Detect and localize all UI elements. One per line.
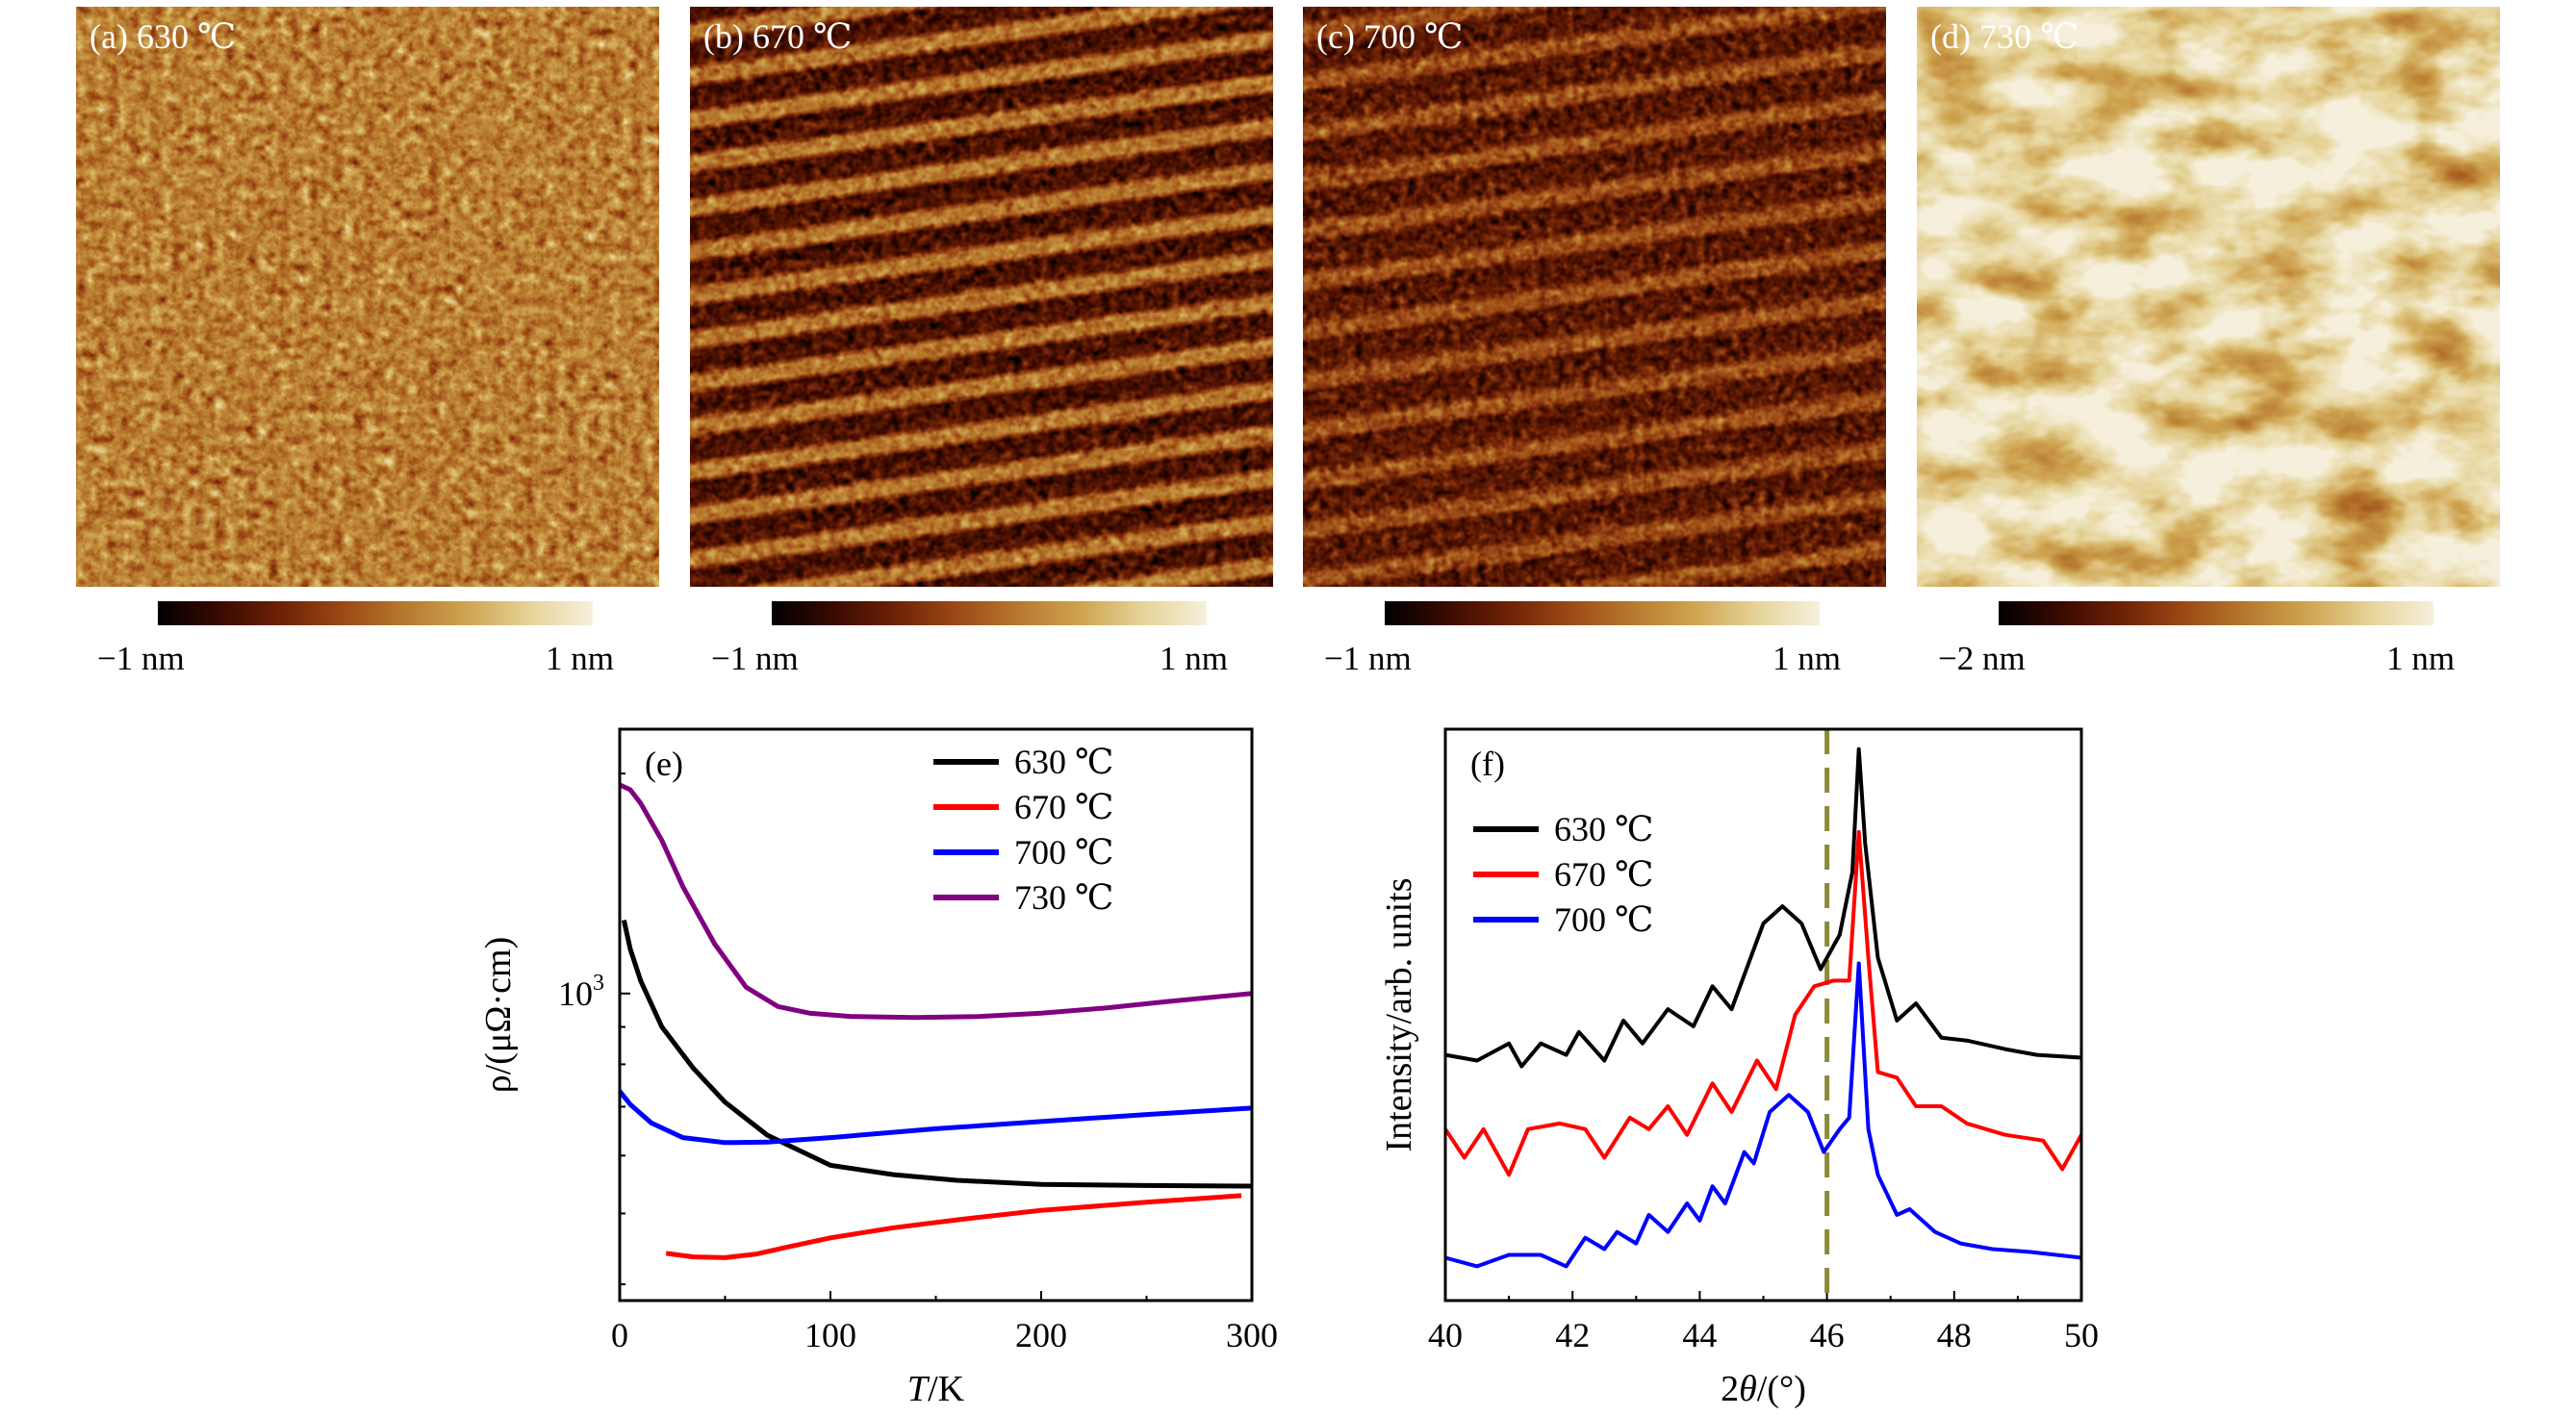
colorbar-max-label: 1 nm <box>1160 640 1228 677</box>
legend-label: 670 ℃ <box>1014 788 1113 826</box>
x-tick-label: 40 <box>1428 1316 1463 1354</box>
afm-panel-label: (b) 670 ℃ <box>703 17 853 56</box>
panel-label: (e) <box>645 745 683 783</box>
legend-label: 630 ℃ <box>1554 810 1653 848</box>
chart-resistivity: 0 100 200 300 103 (e) 630 ℃ 670 ℃ 700 ℃ 730 ℃ T/K ρ… <box>478 727 1278 1409</box>
series-line-630 <box>1444 746 2082 1069</box>
afm-image-a: (a) 630 ℃ <box>76 7 659 587</box>
series-line-670 <box>1443 829 2083 1177</box>
x-axis-label: T/K <box>907 1369 965 1409</box>
height-colorbar <box>1999 601 2434 625</box>
x-axis-label: 2θ/(°) <box>1721 1369 1806 1409</box>
afm-image-c: (c) 700 ℃ <box>1303 7 1886 587</box>
plot-frame <box>618 727 1254 1302</box>
legend: 630 ℃ 670 ℃ 700 ℃ 730 ℃ <box>933 743 1113 917</box>
x-tick-label: 46 <box>1810 1316 1845 1354</box>
panel-label: (f) <box>1470 745 1505 783</box>
series-line-700 <box>618 1089 1253 1146</box>
x-tick-label: 300 <box>1226 1316 1278 1354</box>
legend-label: 730 ℃ <box>1014 878 1113 917</box>
afm-image-d: (d) 730 ℃ <box>1917 7 2500 587</box>
x-tick-label: 100 <box>804 1316 856 1354</box>
colorbar-max-label: 1 nm <box>1773 640 1841 677</box>
series-line-630 <box>621 919 1253 1189</box>
colorbar-min-label: −1 nm <box>711 640 799 677</box>
y-tick-label: 103 <box>558 971 604 1013</box>
y-axis-label: Intensity/arb. units <box>1379 878 1419 1152</box>
height-colorbar <box>1385 601 1820 625</box>
afm-image-b: (b) 670 ℃ <box>690 7 1273 587</box>
x-tick-label: 200 <box>1015 1316 1067 1354</box>
legend-label: 670 ℃ <box>1554 855 1653 894</box>
colorbar-max-label: 1 nm <box>546 640 614 677</box>
chart-xrd: 40 42 44 46 48 50 (f) 630 ℃ 670 ℃ 700 ℃ 2θ/(°) Inte… <box>1379 727 2099 1409</box>
legend-label: 700 ℃ <box>1554 900 1653 939</box>
colorbar-min-label: −2 nm <box>1938 640 2026 677</box>
legend-label: 700 ℃ <box>1014 833 1113 872</box>
x-tick-label: 48 <box>1937 1316 1972 1354</box>
x-tick-label: 44 <box>1682 1316 1717 1354</box>
height-colorbar <box>772 601 1207 625</box>
x-tick-label: 42 <box>1555 1316 1590 1354</box>
series-line-730 <box>618 782 1253 1021</box>
afm-panel-label: (a) 630 ℃ <box>89 17 237 56</box>
afm-panel-label: (d) 730 ℃ <box>1930 17 2079 56</box>
series-line-670 <box>665 1193 1242 1260</box>
legend-label: 630 ℃ <box>1014 743 1113 781</box>
legend: 630 ℃ 670 ℃ 700 ℃ <box>1473 810 1653 939</box>
y-axis-label: ρ/(μΩ·cm) <box>478 937 519 1094</box>
plot-frame <box>1443 727 2083 1302</box>
height-colorbar <box>158 601 593 625</box>
colorbar-max-label: 1 nm <box>2386 640 2455 677</box>
colorbar-min-label: −1 nm <box>97 640 185 677</box>
afm-panel-label: (c) 700 ℃ <box>1316 17 1464 56</box>
series-line-700 <box>1444 961 2082 1269</box>
colorbar-min-label: −1 nm <box>1324 640 1412 677</box>
x-tick-label: 50 <box>2064 1316 2099 1354</box>
x-tick-label: 0 <box>611 1316 628 1354</box>
